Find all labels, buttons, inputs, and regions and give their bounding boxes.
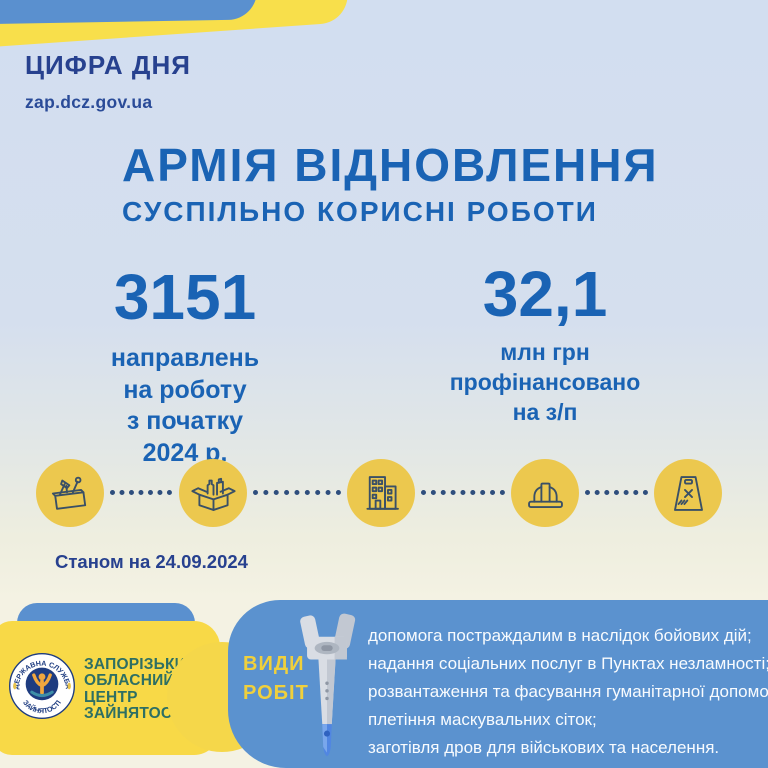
- as-of-date: Станом на 24.09.2024: [55, 551, 248, 572]
- org-name: ЗАПОРІЗЬКИЙ ОБЛАСНИЙ ЦЕНТР ЗАЙНЯТОСТІ: [84, 656, 198, 723]
- stat-referrals-value: 3151: [113, 261, 257, 333]
- works-title-line: РОБІТ: [243, 682, 309, 704]
- org-name-line: ЗАЙНЯТОСТІ: [84, 705, 187, 723]
- org-name-line: ЦЕНТР: [84, 688, 138, 706]
- org-name-line: ЗАПОРІЗЬКИЙ: [84, 656, 198, 673]
- works-list: допомога постраждалим в наслідок бойових…: [368, 622, 768, 762]
- milestone-circle: [511, 459, 579, 527]
- stat-caption-line: млн грн: [500, 339, 590, 365]
- works-list-item: плетіння маскувальних сіток;: [368, 710, 597, 729]
- stat-referrals: 3151 направлень на роботу з початку 2024…: [60, 265, 310, 469]
- org-name-line: ОБЛАСНИЙ: [84, 672, 175, 690]
- stat-caption-line: направлень: [110, 344, 260, 372]
- stat-referrals-caption: направлень на роботу з початку 2024 р.: [60, 343, 310, 469]
- buildings-icon: [365, 475, 399, 510]
- milestone-circle: [179, 459, 247, 527]
- works-panel: ВИДИ РОБІТ допомога постраждалим в наслі…: [228, 600, 768, 768]
- works-list-item: надання соціальних послуг в Пунктах незл…: [368, 654, 768, 673]
- milestone-circle: [654, 459, 722, 527]
- wrench-icon: [300, 613, 356, 757]
- hard-hat-icon: [527, 482, 563, 508]
- dotted-connector: [421, 490, 505, 495]
- works-list-item: розвантаження та фасування гуманітарної …: [368, 682, 768, 701]
- works-list-item: допомога постраждалим в наслідок бойових…: [368, 626, 752, 645]
- page-title: АРМІЯ ВІДНОВЛЕННЯ: [122, 139, 659, 191]
- dotted-connector: [585, 490, 648, 495]
- stat-caption-line: профінансовано: [449, 368, 641, 395]
- dotted-connector: [110, 490, 172, 495]
- kicker-label: ЦИФРА ДНЯ: [25, 50, 191, 80]
- stat-financed: 32,1 млн грн профінансовано на з/п: [420, 262, 670, 428]
- page-subtitle: СУСПІЛЬНО КОРИСНІ РОБОТИ: [122, 196, 598, 227]
- caution-sign-icon: [673, 475, 703, 511]
- works-list-item: заготівля дров для військових та населен…: [368, 738, 720, 757]
- stat-caption-line: з початку: [126, 407, 244, 435]
- stat-caption-line: на роботу: [123, 375, 247, 404]
- employment-service-logo: ДЕРЖАВНА СЛУЖБА ЗАЙНЯТОСТІ: [9, 653, 75, 719]
- milestone-circle: [36, 459, 104, 527]
- milestone-circle: [347, 459, 415, 527]
- stat-financed-caption: млн грн профінансовано на з/п: [420, 338, 670, 428]
- title-block: АРМІЯ ВІДНОВЛЕННЯ СУСПІЛЬНО КОРИСНІ РОБО…: [122, 142, 659, 226]
- dotted-connector: [253, 490, 341, 495]
- stat-caption-line: на з/п: [512, 398, 578, 425]
- works-title: ВИДИ РОБІТ: [243, 650, 309, 708]
- supplies-box-icon: [190, 477, 236, 511]
- stat-financed-value: 32,1: [482, 258, 608, 330]
- stat-caption-line: 2024 р.: [142, 438, 228, 467]
- site-url: zap.dcz.gov.ua: [25, 92, 153, 112]
- works-title-line: ВИДИ: [243, 653, 305, 675]
- toolbox-icon: [51, 476, 86, 510]
